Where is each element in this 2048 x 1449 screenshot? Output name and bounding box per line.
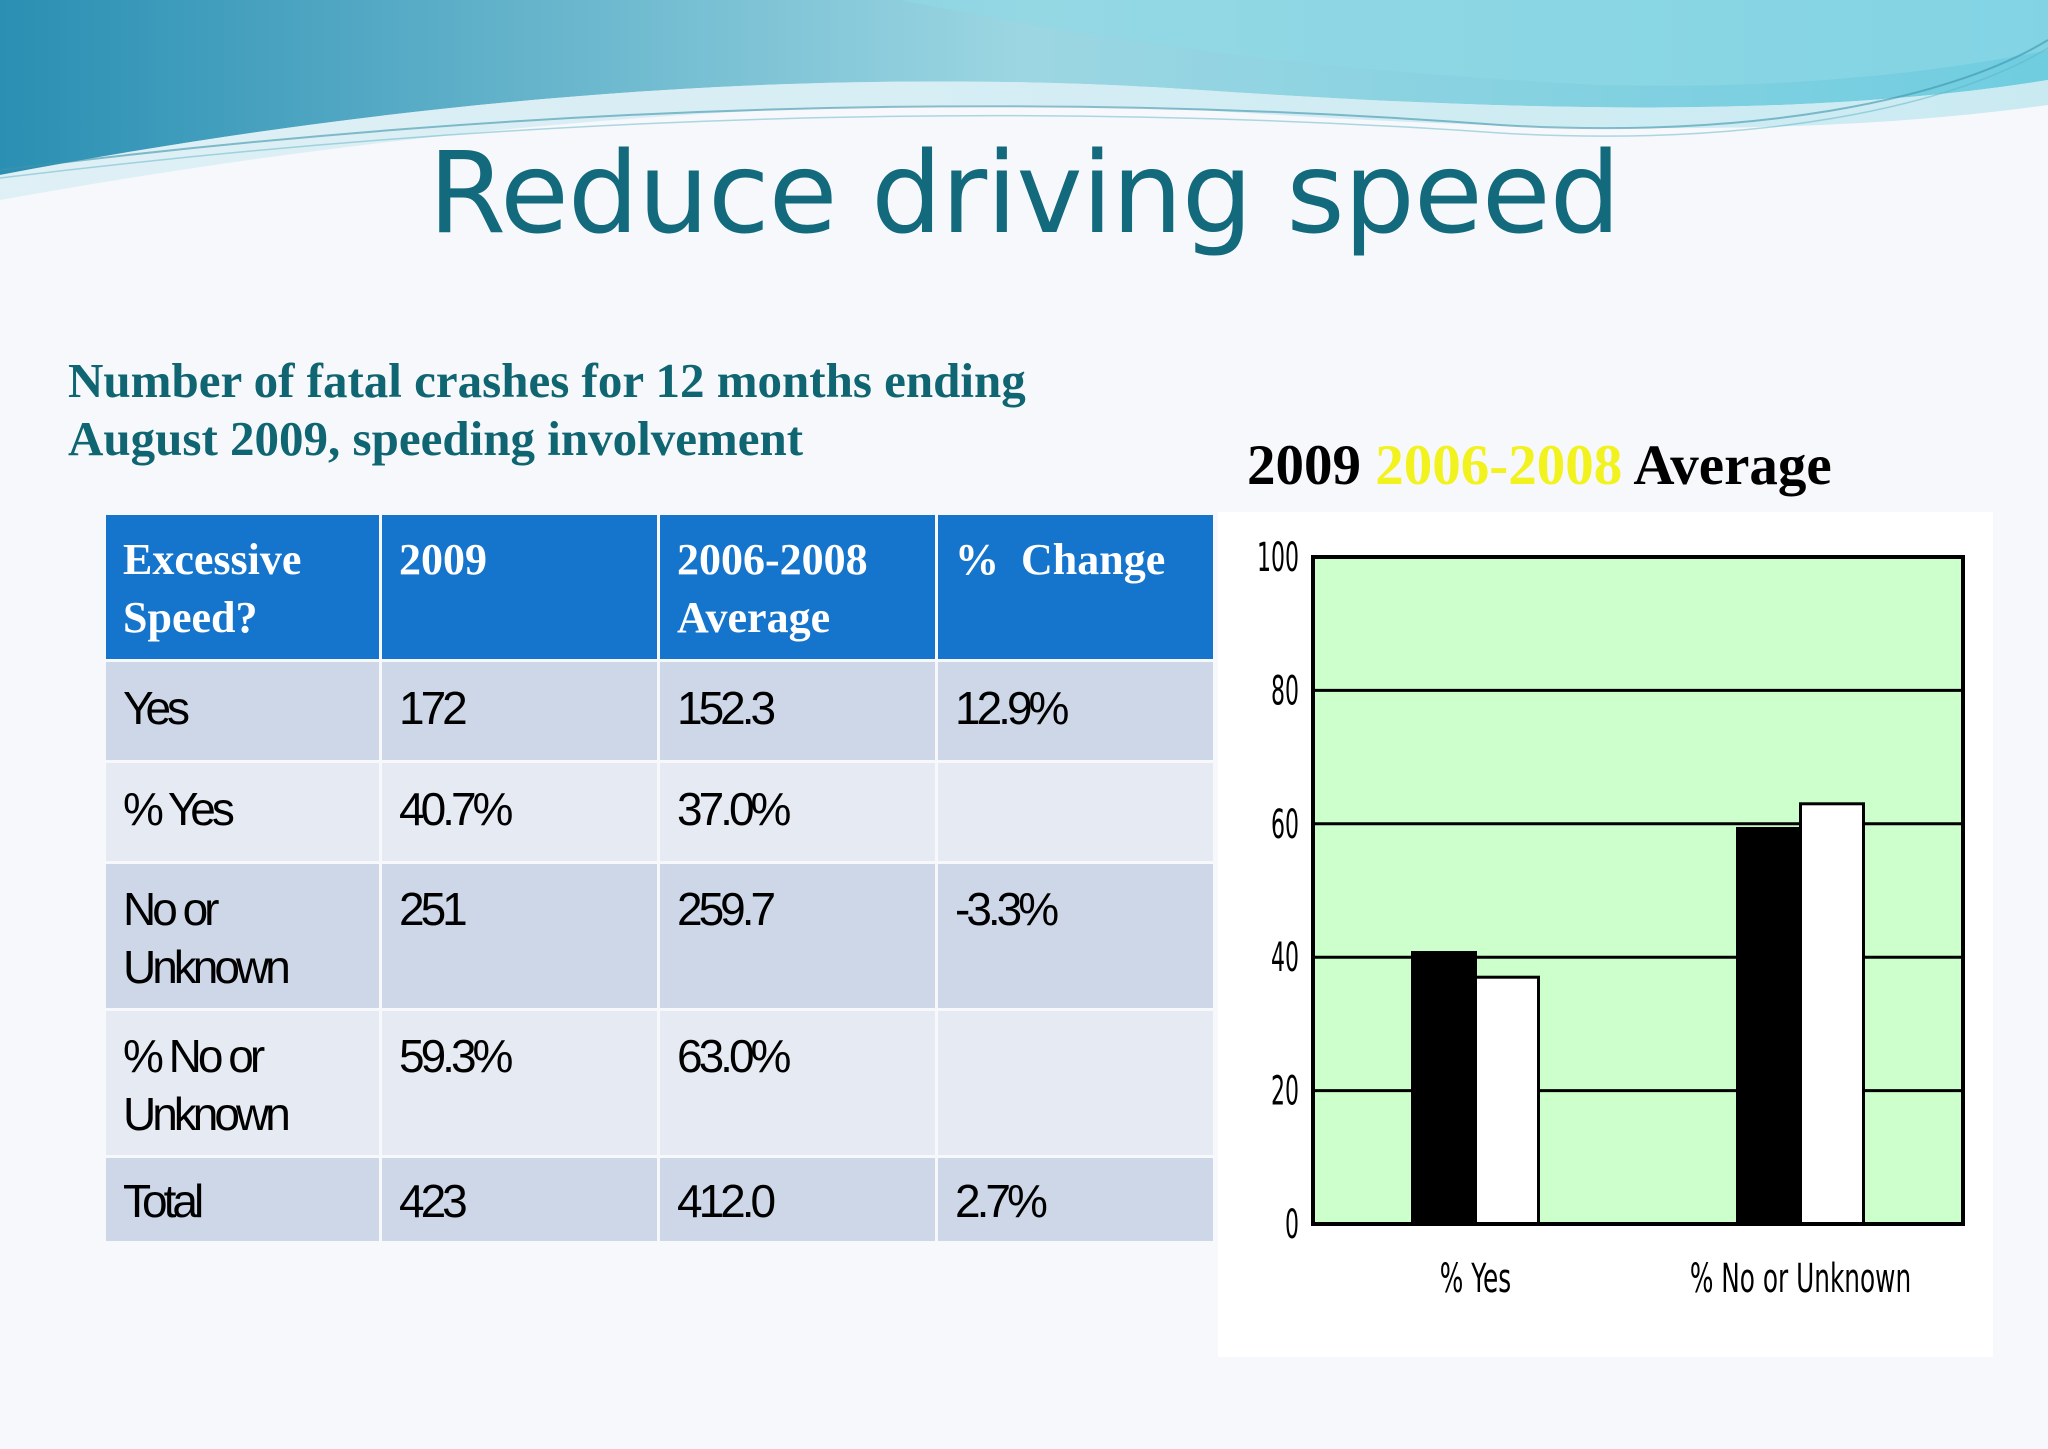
header-2009: 2009 [382, 515, 657, 659]
y-tick-label: 20 [1271, 1067, 1299, 1114]
table-row: % No or Unknown 59.3% 63.0% [106, 1011, 1213, 1155]
header-2009-text: 2009 [399, 535, 487, 584]
legend-average-word: Average [1633, 434, 1832, 497]
table-row: Total 423 412.0 2.7% [106, 1158, 1213, 1241]
row-label-text: % No or [123, 1030, 265, 1082]
legend-average-years: 2006-2008 [1375, 434, 1623, 497]
row-label-text-line-2: Unknown [123, 1088, 291, 1140]
cell-change: -3.3% [938, 864, 1213, 1008]
table-caption-line-1: Number of fatal crashes for 12 months en… [68, 353, 1026, 408]
cell-change [938, 763, 1213, 861]
bar [1411, 951, 1477, 1226]
speeding-table: Excessive Speed? 2009 2006-2008 Average … [103, 512, 1216, 1244]
row-label-text: % Yes [123, 783, 235, 835]
header-average: 2006-2008 Average [660, 515, 935, 659]
cell-2009: 423 [382, 1158, 657, 1241]
header-change: % Change [938, 515, 1213, 659]
row-label: % No or Unknown [106, 1011, 379, 1155]
cell-2009: 172 [382, 662, 657, 760]
header-average-line-2: Average [677, 593, 831, 642]
header-excessive-speed: Excessive Speed? [106, 515, 379, 659]
x-tick-label: % Yes [1440, 1255, 1511, 1302]
cell-change: 12.9% [938, 662, 1213, 760]
bar [1474, 975, 1540, 1226]
cell-2009: 40.7% [382, 763, 657, 861]
row-label: % Yes [106, 763, 379, 861]
chart-legend: 2009 2006-2008 Average [1247, 433, 1832, 498]
cell-average: 259.7 [660, 864, 935, 1008]
wave-banner [0, 0, 2048, 200]
row-label-text: No or [123, 883, 219, 935]
table-caption: Number of fatal crashes for 12 months en… [68, 352, 1188, 468]
table-row: % Yes 40.7% 37.0% [106, 763, 1213, 861]
cell-average: 63.0% [660, 1011, 935, 1155]
cell-2009: 59.3% [382, 1011, 657, 1155]
header-excessive-speed-line-1: Excessive [123, 535, 302, 584]
bar-chart: 0 20 40 60 80 100 % Yes % No or Unknown [1218, 512, 1993, 1357]
y-tick-label: 80 [1271, 667, 1299, 714]
row-label-text: Total [123, 1175, 204, 1227]
header-excessive-speed-line-2: Speed? [123, 593, 258, 642]
y-tick-label: 40 [1271, 934, 1299, 981]
row-label: Total [106, 1158, 379, 1241]
x-tick-label: % No or Unknown [1690, 1255, 1911, 1302]
table-header-row: Excessive Speed? 2009 2006-2008 Average … [106, 515, 1213, 659]
table-row: No or Unknown 251 259.7 -3.3% [106, 864, 1213, 1008]
page-title: Reduce driving speed [428, 129, 1621, 259]
y-tick-label: 100 [1257, 534, 1299, 581]
row-label-text-line-2: Unknown [123, 941, 291, 993]
cell-change [938, 1011, 1213, 1155]
table-row: Yes 172 152.3 12.9% [106, 662, 1213, 760]
plot-frame [1311, 555, 1965, 1226]
legend-2009: 2009 [1247, 434, 1361, 497]
cell-2009: 251 [382, 864, 657, 1008]
plot-background [1313, 557, 1963, 1224]
cell-change: 2.7% [938, 1158, 1213, 1241]
bar [1736, 826, 1802, 1226]
header-change-text: % Change [955, 535, 1166, 584]
row-label-text: Yes [123, 682, 190, 734]
cell-average: 412.0 [660, 1158, 935, 1241]
y-tick-label: 60 [1271, 801, 1299, 848]
row-label: Yes [106, 662, 379, 760]
table-caption-line-2: August 2009, speeding involvement [68, 411, 804, 466]
y-tick-label: 0 [1285, 1201, 1299, 1248]
header-average-line-1: 2006-2008 [677, 535, 868, 584]
cell-average: 152.3 [660, 662, 935, 760]
cell-average: 37.0% [660, 763, 935, 861]
row-label: No or Unknown [106, 864, 379, 1008]
bar [1799, 802, 1865, 1226]
